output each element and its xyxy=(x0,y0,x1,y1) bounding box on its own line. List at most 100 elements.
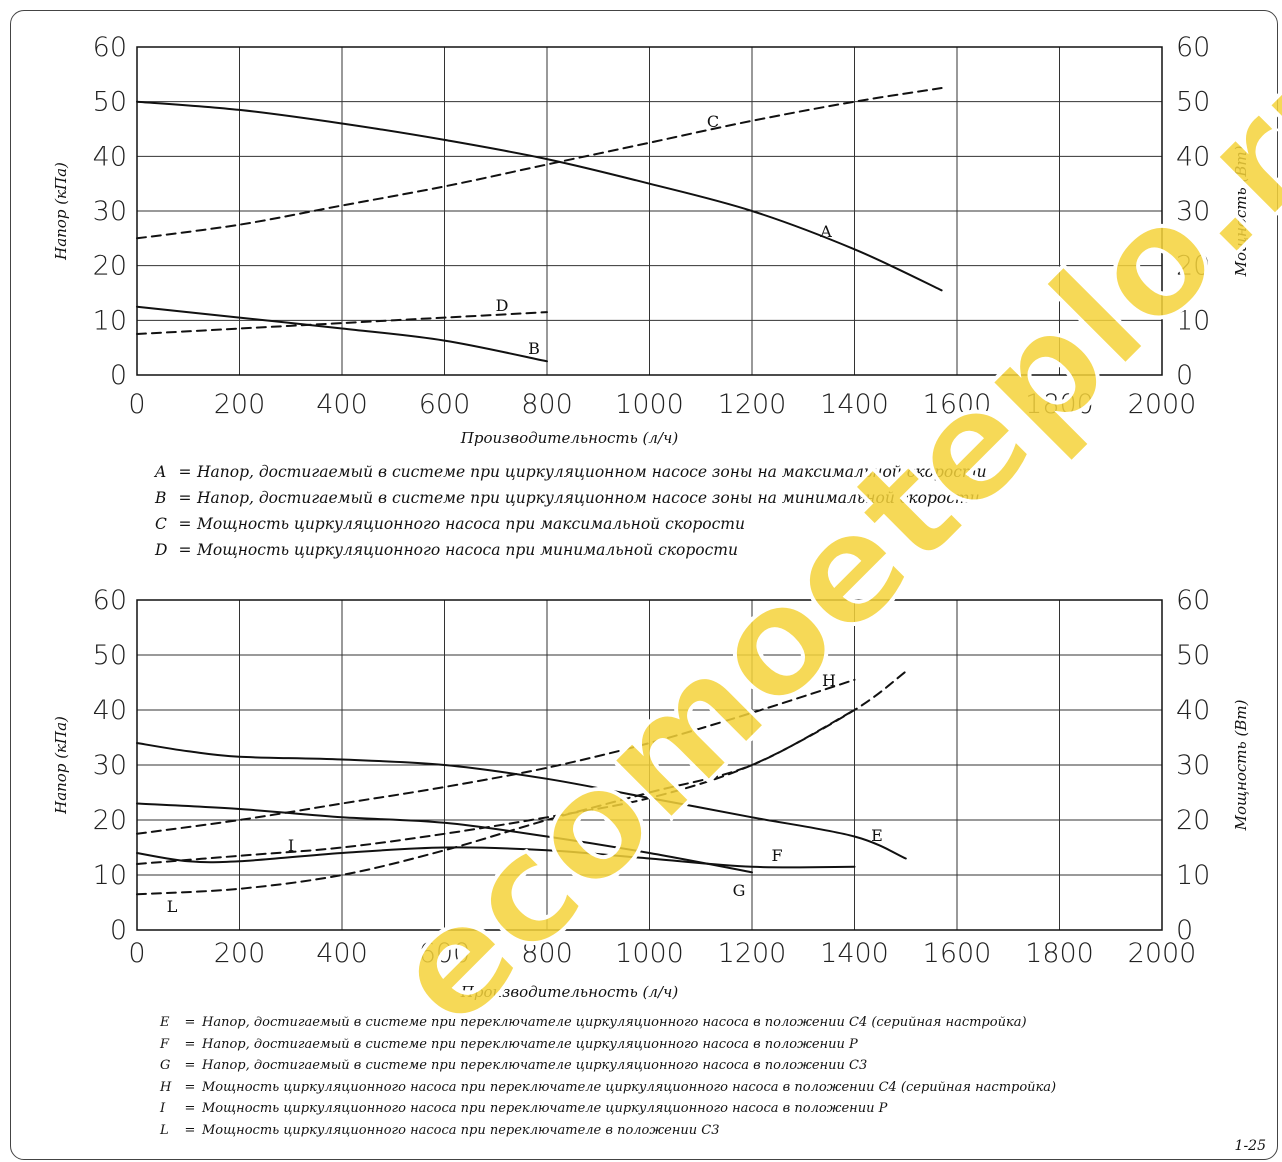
y-tick-label-left: 10 xyxy=(93,305,127,336)
y-tick-label-right: 20 xyxy=(1176,251,1210,282)
legend-row: D = Мощность циркуляционного насоса при ми… xyxy=(155,537,987,563)
x-tick-label: 2000 xyxy=(1128,938,1197,969)
series-line-L xyxy=(136,709,856,896)
y-tick-label-right: 10 xyxy=(1176,305,1210,336)
series-line-F xyxy=(136,802,753,874)
series-label: F xyxy=(771,846,782,865)
y-tick-label-right: 50 xyxy=(1176,640,1210,671)
x-tick-label: 1400 xyxy=(820,938,889,969)
y-tick-label-right: 50 xyxy=(1176,87,1210,118)
y-axis-title-right: Мощность (Вт) xyxy=(1232,145,1250,277)
legend-row: A = Напор, достигаемый в системе при цирку… xyxy=(155,459,987,485)
y-tick-label-left: 20 xyxy=(93,251,127,282)
y-tick-label-left: 0 xyxy=(110,915,127,946)
legend-text: Мощность циркуляционного насоса при пере… xyxy=(202,1122,720,1138)
legend-text: Мощность циркуляционного насоса при пере… xyxy=(202,1101,888,1116)
legend-key: I xyxy=(160,1101,166,1116)
y-tick-label-left: 30 xyxy=(93,750,127,781)
series-label: C xyxy=(707,112,719,131)
plot-border xyxy=(136,599,1163,931)
series-label: H xyxy=(822,671,836,690)
y-tick-label-left: 40 xyxy=(93,141,127,172)
series-label: E xyxy=(871,826,883,845)
y-tick-label-right: 60 xyxy=(1176,585,1210,616)
legend-text: Напор, достигаемый в системе при циркуля… xyxy=(197,463,987,481)
series-label: D xyxy=(496,296,509,315)
y-tick-label-right: 0 xyxy=(1176,915,1193,946)
x-tick-label: 800 xyxy=(521,389,573,420)
y-tick-label-right: 10 xyxy=(1176,860,1210,891)
series-line-E xyxy=(136,742,907,860)
legend-bottom-chart: E = Напор, достигаемый в системе при перек… xyxy=(160,1012,1056,1141)
y-tick-label-right: 0 xyxy=(1176,360,1193,391)
x-tick-label: 1000 xyxy=(615,389,684,420)
legend-row: B = Напор, достигаемый в системе при цирку… xyxy=(155,485,987,511)
x-tick-label: 200 xyxy=(214,938,266,969)
x-tick-label: 200 xyxy=(214,389,266,420)
legend-key: E xyxy=(160,1015,170,1030)
series-line-D xyxy=(136,311,548,335)
legend-text: Мощность циркуляционного насоса при макс… xyxy=(197,515,745,533)
x-tick-label: 1000 xyxy=(615,938,684,969)
legend-row: I = Мощность циркуляционного насоса при пе… xyxy=(160,1098,1056,1120)
x-tick-label: 600 xyxy=(419,938,471,969)
legend-key: F xyxy=(160,1036,170,1052)
x-tick-label: 800 xyxy=(521,938,573,969)
legend-key: B xyxy=(155,489,167,507)
series-label: I xyxy=(288,836,294,855)
legend-text: Напор, достигаемый в системе при переклю… xyxy=(202,1015,1027,1030)
series-label: B xyxy=(528,339,540,358)
y-tick-label-left: 50 xyxy=(93,87,127,118)
y-tick-label-right: 40 xyxy=(1176,141,1210,172)
legend-text: Мощность циркуляционного насоса при мини… xyxy=(197,541,738,559)
legend-row: H = Мощность циркуляционного насоса при пе… xyxy=(160,1077,1056,1099)
y-tick-label-right: 20 xyxy=(1176,805,1210,836)
legend-key: H xyxy=(160,1079,172,1095)
legend-row: L = Мощность циркуляционного насоса при пе… xyxy=(160,1120,1056,1142)
y-tick-label-right: 40 xyxy=(1176,695,1210,726)
y-tick-label-left: 10 xyxy=(93,860,127,891)
x-tick-label: 1400 xyxy=(820,389,889,420)
x-tick-label: 400 xyxy=(316,389,368,420)
x-tick-label: 1200 xyxy=(718,389,787,420)
series-line-G xyxy=(136,846,856,869)
y-axis-title-right: Мощность (Вт) xyxy=(1232,699,1250,831)
plot-border xyxy=(136,46,1163,376)
y-axis-title-left: Напор (кПа) xyxy=(52,716,70,815)
legend-key: G xyxy=(160,1058,171,1073)
x-tick-label: 0 xyxy=(128,938,145,969)
y-tick-label-right: 30 xyxy=(1176,750,1210,781)
legend-top-chart: A = Напор, достигаемый в системе при цирку… xyxy=(155,459,987,563)
x-tick-label: 1600 xyxy=(923,938,992,969)
series-line-C xyxy=(136,87,943,240)
series-line-B xyxy=(136,305,548,363)
legend-text: Напор, достигаемый в системе при циркуля… xyxy=(197,489,980,507)
legend-row: F = Напор, достигаемый в системе при перек… xyxy=(160,1034,1056,1056)
y-tick-label-left: 40 xyxy=(93,695,127,726)
legend-key: L xyxy=(160,1122,169,1138)
y-tick-label-right: 60 xyxy=(1176,32,1210,63)
legend-row: E = Напор, достигаемый в системе при перек… xyxy=(160,1012,1056,1034)
page-number: 1-25 xyxy=(1234,1138,1266,1154)
series-line-A xyxy=(136,100,943,292)
y-tick-label-left: 60 xyxy=(93,585,127,616)
x-tick-label: 2000 xyxy=(1128,389,1197,420)
y-axis-title-left: Напор (кПа) xyxy=(52,162,70,261)
legend-key: A xyxy=(155,463,167,481)
x-axis-title: Производительность (л/ч) xyxy=(460,983,679,1001)
x-tick-label: 0 xyxy=(128,389,145,420)
legend-text: Напор, достигаемый в системе при переклю… xyxy=(202,1058,868,1073)
x-tick-label: 600 xyxy=(419,389,471,420)
y-tick-label-right: 30 xyxy=(1176,196,1210,227)
y-tick-label-left: 50 xyxy=(93,640,127,671)
series-label: L xyxy=(167,897,178,916)
x-tick-label: 1800 xyxy=(1025,938,1094,969)
legend-key: C xyxy=(155,515,167,533)
x-tick-label: 1200 xyxy=(718,938,787,969)
y-tick-label-left: 20 xyxy=(93,805,127,836)
legend-text: Мощность циркуляционного насоса при пере… xyxy=(202,1079,1057,1095)
legend-text: Напор, достигаемый в системе при переклю… xyxy=(202,1036,858,1052)
